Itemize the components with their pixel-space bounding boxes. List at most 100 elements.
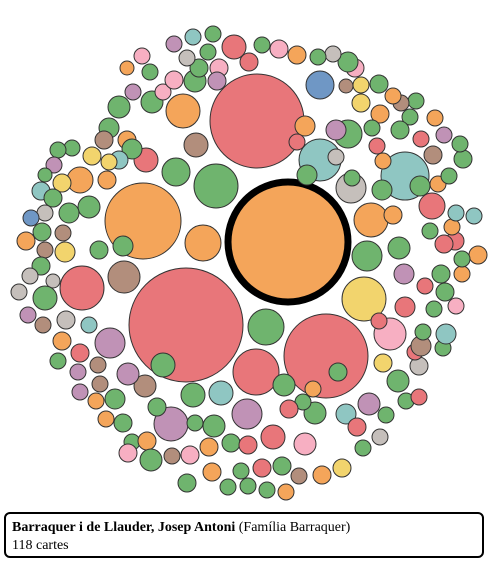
- person-bubble-green[interactable]: [440, 167, 458, 185]
- person-bubble-green[interactable]: [390, 120, 410, 140]
- person-bubble-orange[interactable]: [119, 60, 135, 76]
- person-bubble-green[interactable]: [363, 119, 381, 137]
- person-bubble-green[interactable]: [337, 51, 359, 73]
- person-bubble-brown[interactable]: [36, 241, 54, 259]
- person-bubble-green[interactable]: [451, 135, 469, 153]
- person-bubble-brown[interactable]: [423, 145, 443, 165]
- person-bubble-orange[interactable]: [97, 170, 117, 190]
- person-bubble-red[interactable]: [410, 388, 428, 406]
- person-bubble-green[interactable]: [453, 149, 473, 169]
- person-bubble-green[interactable]: [239, 477, 257, 495]
- person-bubble-green[interactable]: [141, 63, 159, 81]
- person-bubble-green[interactable]: [303, 401, 327, 425]
- person-bubble-orange[interactable]: [304, 380, 322, 398]
- person-bubble-green[interactable]: [112, 235, 134, 257]
- person-bubble-grey[interactable]: [45, 273, 61, 289]
- person-bubble-grey[interactable]: [21, 267, 39, 285]
- person-bubble-purple[interactable]: [393, 263, 415, 285]
- person-bubble-green[interactable]: [386, 369, 410, 393]
- person-bubble-green[interactable]: [421, 222, 439, 240]
- person-bubble-orange[interactable]: [277, 483, 295, 501]
- person-bubble-pink[interactable]: [447, 297, 465, 315]
- person-bubble-red[interactable]: [59, 265, 105, 311]
- person-bubble-red[interactable]: [370, 312, 388, 330]
- person-bubble-green[interactable]: [296, 164, 318, 186]
- person-bubble-green[interactable]: [371, 179, 393, 201]
- person-bubble-red[interactable]: [239, 52, 259, 72]
- person-bubble-orange[interactable]: [202, 462, 222, 482]
- person-bubble-green[interactable]: [425, 300, 443, 318]
- person-bubble-red[interactable]: [434, 234, 454, 254]
- person-bubble-yellow[interactable]: [373, 353, 393, 373]
- person-bubble-grey[interactable]: [371, 428, 389, 446]
- person-bubble-purple[interactable]: [71, 383, 89, 401]
- person-bubble-green[interactable]: [199, 43, 217, 61]
- person-bubble-green[interactable]: [193, 163, 239, 209]
- person-bubble-red[interactable]: [347, 417, 367, 437]
- person-bubble-green[interactable]: [147, 397, 167, 417]
- person-bubble-brown[interactable]: [338, 78, 354, 94]
- person-bubble-pink[interactable]: [269, 39, 289, 59]
- person-bubble-green[interactable]: [272, 373, 296, 397]
- person-bubble-yellow[interactable]: [341, 276, 387, 322]
- person-bubble-grey[interactable]: [10, 283, 28, 301]
- person-bubble-green[interactable]: [219, 478, 237, 496]
- person-bubble-green[interactable]: [453, 250, 471, 268]
- person-bubble-red[interactable]: [279, 399, 299, 419]
- person-bubble-green[interactable]: [247, 308, 285, 346]
- person-bubble-green[interactable]: [177, 473, 197, 493]
- person-bubble-brown[interactable]: [107, 260, 141, 294]
- person-bubble-blue[interactable]: [22, 209, 40, 227]
- person-bubble-purple[interactable]: [69, 363, 87, 381]
- person-bubble-purple[interactable]: [325, 119, 347, 141]
- person-bubble-orange[interactable]: [287, 45, 307, 65]
- person-bubble-teal[interactable]: [208, 380, 234, 406]
- person-bubble-pink[interactable]: [180, 445, 200, 465]
- person-bubble-purple[interactable]: [231, 398, 263, 430]
- person-bubble-green[interactable]: [186, 414, 204, 432]
- person-bubble-red[interactable]: [418, 192, 446, 220]
- person-bubble-grey[interactable]: [178, 49, 196, 67]
- person-bubble-red[interactable]: [221, 34, 247, 60]
- person-bubble-green[interactable]: [89, 240, 109, 260]
- person-bubble-green[interactable]: [354, 439, 372, 457]
- person-bubble-pink[interactable]: [133, 47, 151, 65]
- person-bubble-green[interactable]: [189, 58, 209, 78]
- person-bubble-green[interactable]: [32, 285, 58, 311]
- person-bubble-green[interactable]: [37, 167, 53, 183]
- person-bubble-orange[interactable]: [384, 87, 402, 105]
- person-bubble-orange[interactable]: [52, 331, 72, 351]
- person-bubble-red[interactable]: [260, 424, 286, 450]
- person-bubble-green[interactable]: [49, 352, 67, 370]
- person-bubble-orange[interactable]: [353, 202, 389, 238]
- person-bubble-yellow[interactable]: [351, 93, 371, 113]
- person-bubble-brown[interactable]: [163, 447, 181, 465]
- person-bubble-purple[interactable]: [94, 327, 126, 359]
- person-bubble-yellow[interactable]: [332, 458, 352, 478]
- person-bubble-purple[interactable]: [207, 71, 227, 91]
- person-bubble-orange[interactable]: [370, 104, 390, 124]
- person-bubble-orange[interactable]: [294, 115, 316, 137]
- person-bubble-red[interactable]: [252, 458, 272, 478]
- person-bubble-purple[interactable]: [165, 35, 183, 53]
- person-bubble-orange[interactable]: [165, 93, 201, 129]
- person-bubble-red[interactable]: [283, 313, 369, 399]
- person-bubble-pink[interactable]: [293, 432, 317, 456]
- person-bubble-green[interactable]: [121, 138, 143, 160]
- person-bubble-orange[interactable]: [426, 109, 444, 127]
- person-bubble-grey[interactable]: [327, 148, 345, 166]
- person-bubble-orange[interactable]: [87, 392, 105, 410]
- person-bubble-brown[interactable]: [54, 224, 72, 242]
- person-bubble-orange[interactable]: [97, 410, 115, 428]
- person-bubble-green[interactable]: [258, 481, 276, 499]
- person-bubble-green[interactable]: [204, 25, 222, 43]
- person-bubble-green[interactable]: [351, 240, 383, 272]
- person-bubble-purple[interactable]: [124, 83, 142, 101]
- person-bubble-yellow[interactable]: [100, 153, 118, 171]
- person-bubble-red[interactable]: [70, 343, 90, 363]
- person-bubble-teal[interactable]: [80, 316, 98, 334]
- person-bubble-green[interactable]: [113, 413, 133, 433]
- person-bubble-teal[interactable]: [447, 204, 465, 222]
- person-bubble-green[interactable]: [377, 406, 395, 424]
- person-bubble-purple[interactable]: [19, 306, 37, 324]
